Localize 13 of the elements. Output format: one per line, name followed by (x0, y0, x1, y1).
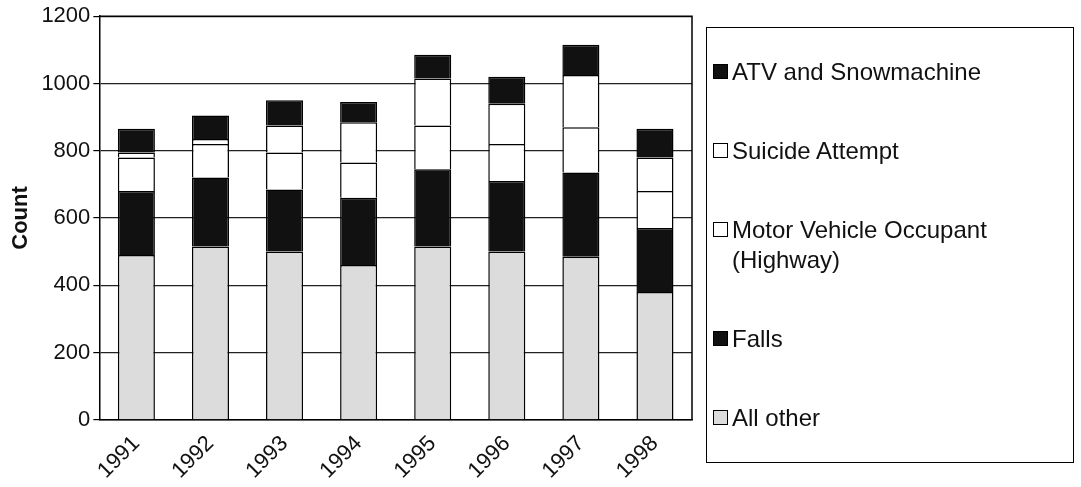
y-axis-title: Count (7, 185, 33, 250)
y-tick-label: 600 (53, 204, 91, 230)
y-tick-label: 1000 (41, 69, 91, 95)
y-tick-label: 0 (78, 405, 91, 431)
legend-label: ATV and Snowmachine (732, 56, 982, 87)
y-tick-label: 800 (53, 136, 91, 162)
legend-label: All other (732, 403, 821, 434)
text: Motor Vehicle Occupant (Highway) (732, 214, 988, 275)
y-tick-label: 400 (53, 271, 91, 297)
y-tick-label: 1200 (41, 2, 91, 28)
y-tick-label: 200 (53, 338, 91, 364)
text: Suicide Attempt (732, 135, 899, 166)
legend-label: Falls (732, 324, 783, 355)
